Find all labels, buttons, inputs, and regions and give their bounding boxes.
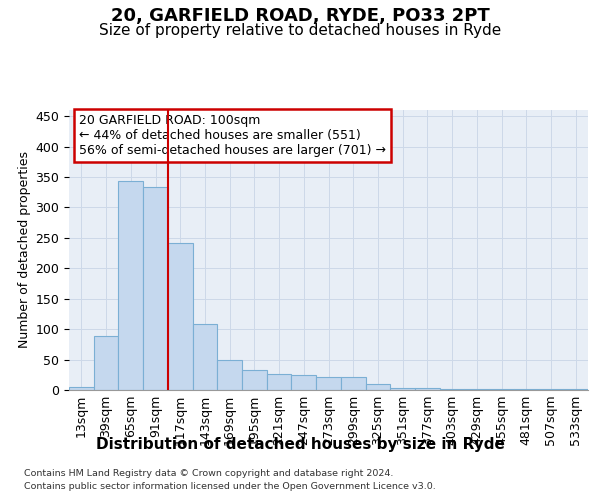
Text: Size of property relative to detached houses in Ryde: Size of property relative to detached ho…	[99, 22, 501, 38]
Text: Contains HM Land Registry data © Crown copyright and database right 2024.: Contains HM Land Registry data © Crown c…	[24, 469, 394, 478]
Bar	[267, 374, 292, 390]
Bar	[316, 377, 341, 390]
Text: 20, GARFIELD ROAD, RYDE, PO33 2PT: 20, GARFIELD ROAD, RYDE, PO33 2PT	[110, 8, 490, 26]
Bar	[217, 360, 242, 390]
Bar	[292, 375, 316, 390]
Text: 20 GARFIELD ROAD: 100sqm
← 44% of detached houses are smaller (551)
56% of semi-: 20 GARFIELD ROAD: 100sqm ← 44% of detach…	[79, 114, 386, 157]
Bar	[193, 324, 217, 390]
Bar	[415, 388, 440, 390]
Bar	[464, 389, 489, 390]
Bar	[390, 388, 415, 390]
Bar	[118, 181, 143, 390]
Bar	[242, 370, 267, 390]
Text: Contains public sector information licensed under the Open Government Licence v3: Contains public sector information licen…	[24, 482, 436, 491]
Bar	[365, 384, 390, 390]
Text: Distribution of detached houses by size in Ryde: Distribution of detached houses by size …	[95, 438, 505, 452]
Bar	[440, 389, 464, 390]
Bar	[341, 377, 365, 390]
Bar	[143, 188, 168, 390]
Y-axis label: Number of detached properties: Number of detached properties	[18, 152, 31, 348]
Bar	[69, 387, 94, 390]
Bar	[94, 336, 118, 390]
Bar	[168, 242, 193, 390]
